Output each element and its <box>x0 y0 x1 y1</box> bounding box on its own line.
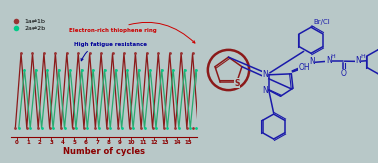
Text: Electron-rich thiophene ring: Electron-rich thiophene ring <box>68 22 195 43</box>
Text: N: N <box>355 56 361 65</box>
Text: High fatigue resistance: High fatigue resistance <box>74 42 147 61</box>
X-axis label: Number of cycles: Number of cycles <box>63 147 145 156</box>
Text: N: N <box>262 86 268 95</box>
Legend: 1a⇌1b, 2a⇌2b: 1a⇌1b, 2a⇌2b <box>9 18 46 32</box>
Text: OH: OH <box>298 63 310 72</box>
Text: N: N <box>309 57 315 66</box>
Text: H: H <box>360 54 365 59</box>
Text: N: N <box>326 56 332 65</box>
Text: Br/Cl: Br/Cl <box>313 19 330 25</box>
Text: H: H <box>331 54 335 59</box>
Text: N: N <box>262 70 268 79</box>
Text: O: O <box>341 69 347 78</box>
Text: S: S <box>234 79 240 88</box>
